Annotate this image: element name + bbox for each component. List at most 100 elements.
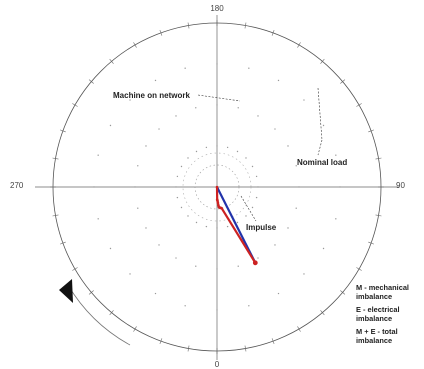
annotation-leader-nominal-2 (317, 139, 323, 156)
legend: M - mechanical imbalance E - electrical … (356, 283, 424, 349)
grid-dot (195, 221, 198, 224)
grid-dot (245, 157, 247, 159)
angle-tick (340, 290, 346, 295)
angle-label-270: 270 (10, 181, 24, 190)
data-point (215, 185, 219, 189)
grid-dot (184, 67, 186, 69)
angle-tick (271, 338, 275, 345)
annotation-nominal-load: Nominal load (297, 158, 347, 167)
grid-dot (287, 227, 289, 229)
grid-dot (257, 115, 259, 117)
grid-dot (277, 292, 280, 295)
grid-dot (257, 257, 259, 259)
grid-dot (184, 305, 186, 307)
angle-tick (244, 345, 247, 352)
annotation-leader-nominal (317, 87, 323, 141)
grid-dot (251, 206, 254, 209)
grid-dot (274, 244, 276, 246)
angle-tick (375, 214, 382, 217)
grid-dot (335, 154, 337, 156)
rotation-arc (67, 284, 131, 346)
point-layer (215, 185, 258, 266)
legend-item-electrical: E - electrical imbalance (356, 305, 400, 323)
angle-tick (187, 345, 190, 352)
grid-dot (255, 196, 258, 199)
grid-dot (287, 145, 289, 147)
grid-dot (134, 186, 136, 188)
grid-dot (145, 227, 147, 229)
grid-dot (195, 107, 197, 109)
angle-tick (59, 129, 66, 133)
angle-tick (356, 103, 362, 107)
grid-dot (129, 99, 131, 101)
grid-dot (158, 128, 160, 130)
grid-dot (216, 63, 218, 65)
grid-dot (205, 225, 208, 228)
grid-dot (109, 247, 112, 250)
grid-dot (137, 207, 139, 209)
angle-tick (159, 29, 163, 36)
grid-dot (176, 196, 179, 199)
grid-dot (298, 186, 300, 188)
data-point (220, 206, 223, 210)
annotation-leader-network (197, 94, 241, 102)
grid-dot (277, 79, 280, 82)
grid-dot (180, 165, 183, 168)
grid-dot (216, 104, 218, 106)
grid-dot (216, 268, 218, 270)
angle-tick (368, 129, 375, 133)
angle-tick (320, 310, 325, 316)
grid-dot (303, 99, 305, 101)
grid-dot (187, 215, 189, 217)
angle-tick (52, 157, 59, 160)
grid-dot (245, 215, 247, 217)
data-point (216, 201, 220, 205)
grid-dot (216, 227, 218, 229)
grid-dot (145, 145, 147, 147)
grid-dot (109, 124, 112, 127)
annotation-impulse: Impulse (246, 223, 277, 232)
grid-dot (295, 207, 297, 209)
grid-dot (339, 186, 341, 188)
grid-dot (226, 225, 229, 228)
angle-tick (297, 326, 301, 332)
grid-dot (187, 157, 189, 159)
angle-tick (340, 79, 346, 84)
grid-dot (129, 273, 131, 275)
grid-dot (205, 146, 208, 149)
grid-dot (236, 150, 239, 153)
angle-tick (59, 241, 66, 245)
grid-dot (257, 186, 259, 188)
grid-dot (274, 128, 276, 130)
angle-tick (88, 290, 94, 295)
angle-tick (72, 103, 78, 107)
grid-dot (251, 165, 254, 168)
grid-dot (295, 165, 297, 167)
series-line-1 (216, 186, 257, 264)
grid-dots (93, 63, 341, 311)
grid-dot (175, 186, 177, 188)
angle-ticks (50, 20, 384, 354)
grid-dot (226, 146, 229, 149)
grid-dot (158, 244, 160, 246)
grid-dot (154, 79, 157, 82)
grid-dot (97, 218, 99, 220)
grid-dot (248, 305, 250, 307)
grid-dot (322, 124, 325, 127)
inner-dotted-circle (194, 164, 240, 210)
grid-dot (255, 175, 258, 178)
angle-tick (187, 22, 190, 29)
angle-tick (133, 42, 137, 48)
grid-dot (303, 273, 305, 275)
grid-dot (237, 265, 239, 267)
grid-dot (93, 186, 95, 188)
grid-dot (322, 247, 325, 250)
rotation-arrow-icon (59, 279, 73, 303)
grid-dot (137, 165, 139, 167)
grid-dot (175, 115, 177, 117)
data-point (252, 260, 258, 266)
angle-tick (271, 29, 275, 36)
angle-tick (356, 267, 362, 271)
grid-dot (176, 175, 179, 178)
